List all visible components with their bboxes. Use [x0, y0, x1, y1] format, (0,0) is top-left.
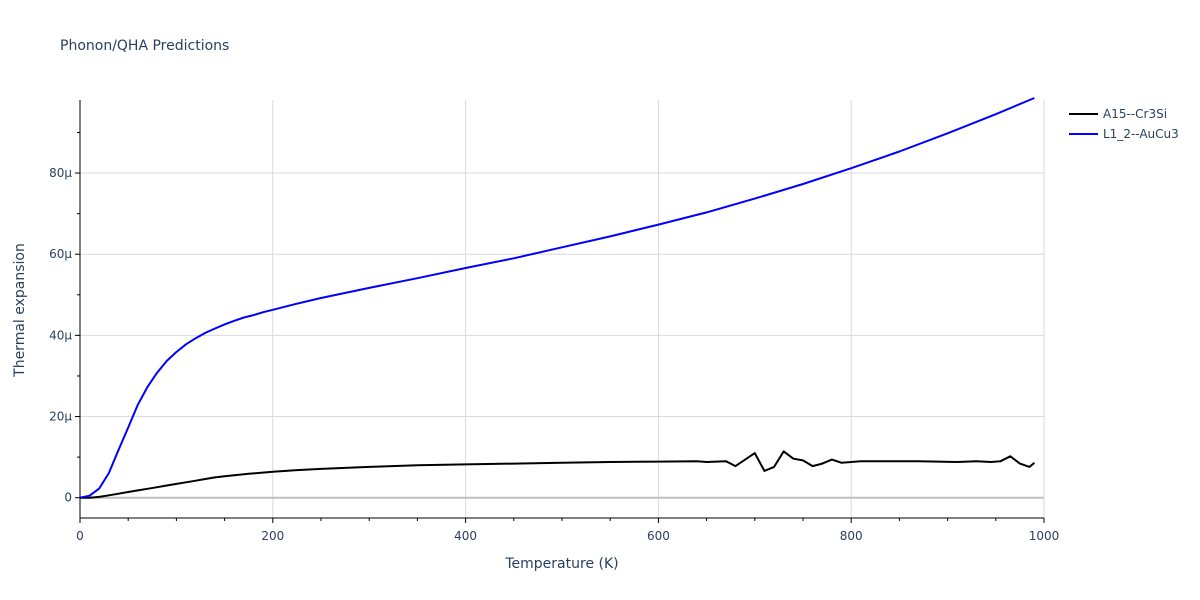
- y-tick-label: 20μ: [49, 410, 72, 424]
- y-tick-label: 0: [64, 491, 72, 505]
- chart-title: Phonon/QHA Predictions: [60, 38, 229, 54]
- y-axis-title: Thermal expansion: [12, 243, 28, 378]
- x-tick-label: 200: [261, 529, 284, 543]
- legend[interactable]: A15--Cr3Si L1_2--AuCu3: [1069, 107, 1179, 141]
- axes: 0 200 400 600 800 1000 0 20μ 40μ 60μ 80μ: [49, 100, 1059, 543]
- x-tick-label: 400: [454, 529, 477, 543]
- y-tick-label: 60μ: [49, 247, 72, 261]
- x-axis-title: Temperature (K): [504, 556, 618, 572]
- x-tick-label: 0: [76, 529, 84, 543]
- legend-item-2[interactable]: L1_2--AuCu3: [1103, 127, 1179, 141]
- grid: [80, 100, 1045, 518]
- series-line-1: [80, 450, 1036, 499]
- y-tick-label: 40μ: [49, 328, 72, 342]
- y-tick-label: 80μ: [49, 166, 72, 180]
- x-tick-label: 600: [647, 529, 670, 543]
- series-line-2: [79, 97, 1035, 499]
- x-tick-label: 800: [840, 529, 863, 543]
- legend-item-1[interactable]: A15--Cr3Si: [1103, 107, 1167, 121]
- x-tick-label: 1000: [1029, 529, 1060, 543]
- plot-area: [79, 97, 1036, 499]
